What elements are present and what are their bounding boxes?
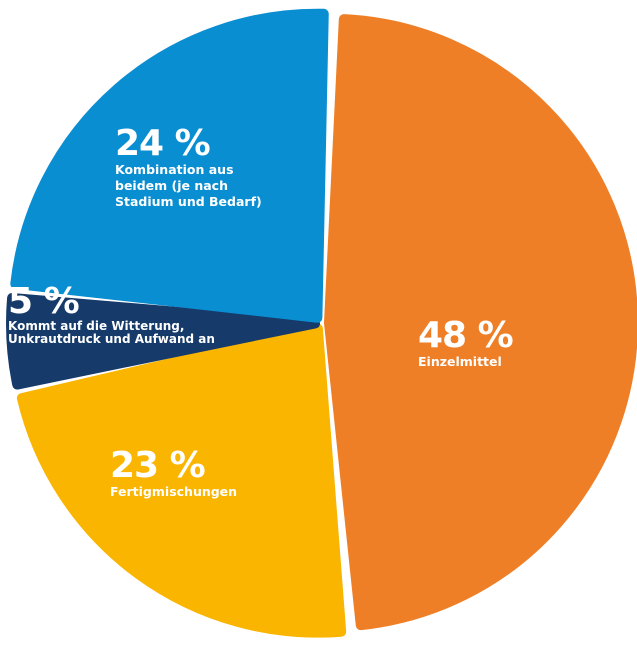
slice-label: 48 % Einzelmittel	[418, 318, 538, 370]
pie-slice	[10, 8, 329, 323]
value-label: 23 %	[110, 445, 206, 486]
category-label: Einzelmittel	[418, 354, 502, 369]
value-label: 48 %	[418, 315, 514, 356]
slice-label: 23 % Fertigmischungen	[110, 448, 310, 500]
pie-slice	[16, 323, 347, 638]
value-label: 5 %	[8, 281, 80, 322]
category-label: Fertigmischungen	[110, 484, 238, 499]
category-label: Kombination aus beidem (je nach Stadium …	[115, 162, 262, 209]
category-label: Kommt auf die Witterung, Unkrautdruck un…	[8, 319, 215, 346]
slice-label: 24 % Kombination aus beidem (je nach Stad…	[115, 126, 285, 210]
slice-label: 5 % Kommt auf die Witterung, Unkrautdruck…	[8, 284, 218, 346]
pie-slice	[323, 14, 637, 631]
pie-slice	[6, 292, 321, 390]
value-label: 24 %	[115, 123, 211, 164]
